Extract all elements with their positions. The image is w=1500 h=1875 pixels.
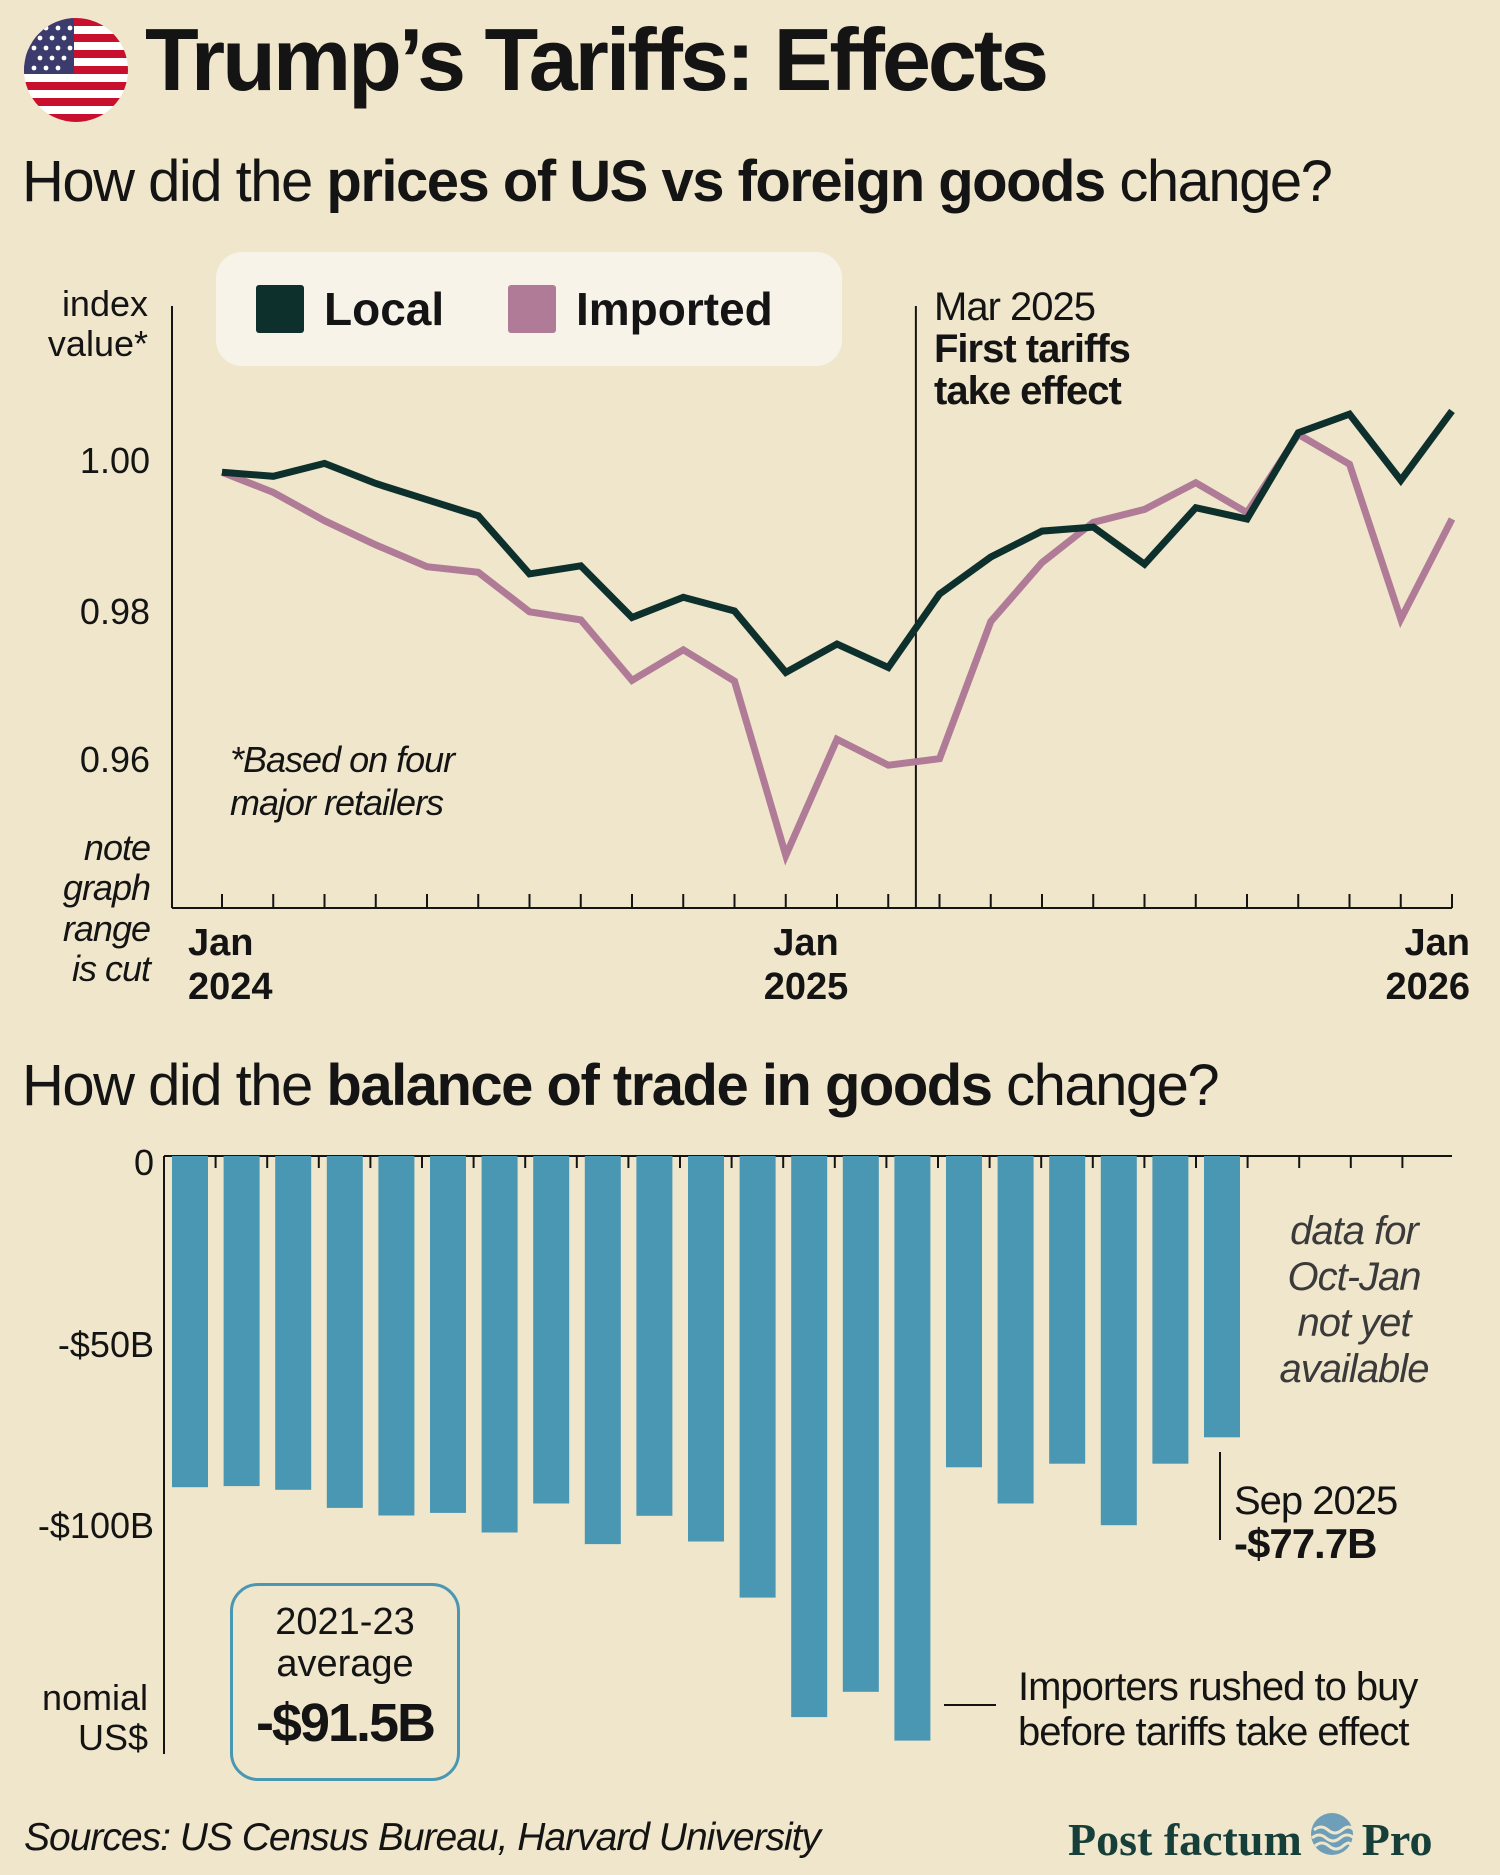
trade-question: How did the balance of trade in goods ch… bbox=[22, 1053, 1220, 1118]
bar-x-ticks bbox=[163, 1156, 1404, 1168]
price-question: How did the prices of US vs foreign good… bbox=[22, 149, 1333, 214]
legend-item-local: Local bbox=[256, 282, 444, 336]
brand-logo: Post factum Pro bbox=[1068, 1812, 1433, 1867]
trade-bar bbox=[481, 1156, 518, 1533]
trade-bar bbox=[688, 1156, 724, 1542]
trade-bar bbox=[275, 1156, 312, 1490]
trade-bar-chart bbox=[163, 1155, 1452, 1754]
trade-bar bbox=[1049, 1156, 1086, 1464]
price-legend: Local Imported bbox=[216, 252, 842, 366]
local-swatch bbox=[256, 285, 304, 333]
legend-imported-label: Imported bbox=[576, 283, 773, 335]
trade-bar bbox=[894, 1156, 931, 1741]
missing-data-note: data for Oct-Jan not yet available bbox=[1279, 1209, 1430, 1391]
trade-bar bbox=[739, 1156, 776, 1598]
trade-bar bbox=[326, 1156, 363, 1508]
last-value-annotation: Sep 2025 -$77.7B bbox=[1234, 1479, 1398, 1567]
x-tick-label-jan-2025: Jan 2025 bbox=[763, 922, 849, 1008]
trade-bar bbox=[430, 1156, 466, 1513]
legend-item-imported: Imported bbox=[508, 282, 773, 336]
trade-y-tick: -$100B bbox=[37, 1505, 154, 1546]
trade-bar bbox=[636, 1156, 673, 1516]
trade-bars bbox=[172, 1156, 1240, 1741]
trade-bar bbox=[946, 1156, 982, 1468]
x-tick-label-jan-2026: Jan 2026 bbox=[1385, 922, 1470, 1008]
local-series-line bbox=[221, 408, 1455, 677]
page-title: Trump’s Tariffs: Effects bbox=[145, 10, 1049, 109]
trade-bar bbox=[842, 1156, 879, 1692]
trade-bar bbox=[223, 1156, 260, 1487]
sources-footer: Sources: US Census Bureau, Harvard Unive… bbox=[24, 1816, 821, 1859]
price-y-tick: 1.00 bbox=[79, 440, 150, 481]
trade-bar bbox=[172, 1156, 208, 1488]
retailers-footnote: *Based on four major retailers bbox=[230, 739, 455, 824]
price-line-chart bbox=[171, 306, 1456, 909]
trade-bar bbox=[584, 1156, 621, 1545]
average-box: 2021-23 average -$91.5B bbox=[230, 1583, 460, 1781]
line-x-ticks bbox=[221, 894, 1453, 908]
trade-bar bbox=[378, 1156, 415, 1516]
trade-y-label: nomial US$ bbox=[41, 1677, 148, 1759]
average-period: 2021-23 bbox=[275, 1601, 415, 1643]
average-value: -$91.5B bbox=[255, 1692, 436, 1753]
average-label: average bbox=[276, 1642, 414, 1685]
trade-bar bbox=[997, 1156, 1034, 1504]
trade-y-tick: 0 bbox=[133, 1142, 154, 1183]
trade-bar bbox=[1204, 1156, 1240, 1438]
trade-y-tick: -$50B bbox=[57, 1324, 154, 1365]
trade-bar bbox=[1152, 1156, 1189, 1464]
wave-logo-icon bbox=[1310, 1812, 1355, 1867]
x-tick-label-jan-2024: Jan 2024 bbox=[188, 922, 273, 1008]
tariff-annotation: Mar 2025 First tariffs take effect bbox=[934, 285, 1131, 413]
price-y-tick: 0.98 bbox=[79, 591, 150, 632]
legend-local-label: Local bbox=[324, 283, 445, 335]
imported-swatch bbox=[508, 285, 556, 333]
price-y-tick: 0.96 bbox=[79, 739, 150, 780]
importers-rush-note: Importers rushed to buy before tariffs t… bbox=[1018, 1665, 1418, 1754]
trade-bar bbox=[1100, 1156, 1137, 1526]
trade-bar bbox=[533, 1156, 570, 1504]
trade-bar bbox=[791, 1156, 828, 1718]
price-y-label: index value* bbox=[47, 283, 148, 365]
range-cut-note: note graph range is cut bbox=[62, 827, 151, 989]
